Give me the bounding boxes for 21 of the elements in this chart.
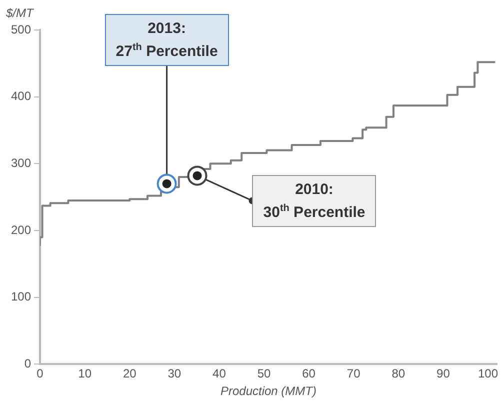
y-tick-label: 100 xyxy=(10,290,32,304)
x-tick-label: 20 xyxy=(122,366,137,381)
x-tick-label: 90 xyxy=(436,366,450,381)
x-tick-label: 50 xyxy=(257,366,271,381)
x-tick-label: 100 xyxy=(478,366,498,381)
y-tick-label: 400 xyxy=(10,89,32,104)
y-tick-label: 300 xyxy=(10,156,32,170)
annotation: 2013: 27$^{th}$ Percentile xyxy=(104,14,229,66)
x-tick-label: 40 xyxy=(212,366,226,381)
annotation: 2010: 30$^{th}$ Percentile xyxy=(252,174,376,227)
y-tick-label: 0 xyxy=(24,356,32,371)
x-tick-label: 80 xyxy=(392,366,406,381)
x-tick-label: 30 xyxy=(168,366,182,381)
x-tick-label: 0 xyxy=(36,366,44,381)
x-tick-label: 70 xyxy=(346,366,361,381)
x-tick-label: 60 xyxy=(302,366,316,381)
x-axis-title: Production (MMT) xyxy=(220,384,316,398)
y-tick-label: 200 xyxy=(10,222,32,237)
y-axis-title: $/MT xyxy=(6,6,34,20)
y-tick-label: 500 xyxy=(10,22,32,36)
x-tick-label: 10 xyxy=(78,366,92,381)
